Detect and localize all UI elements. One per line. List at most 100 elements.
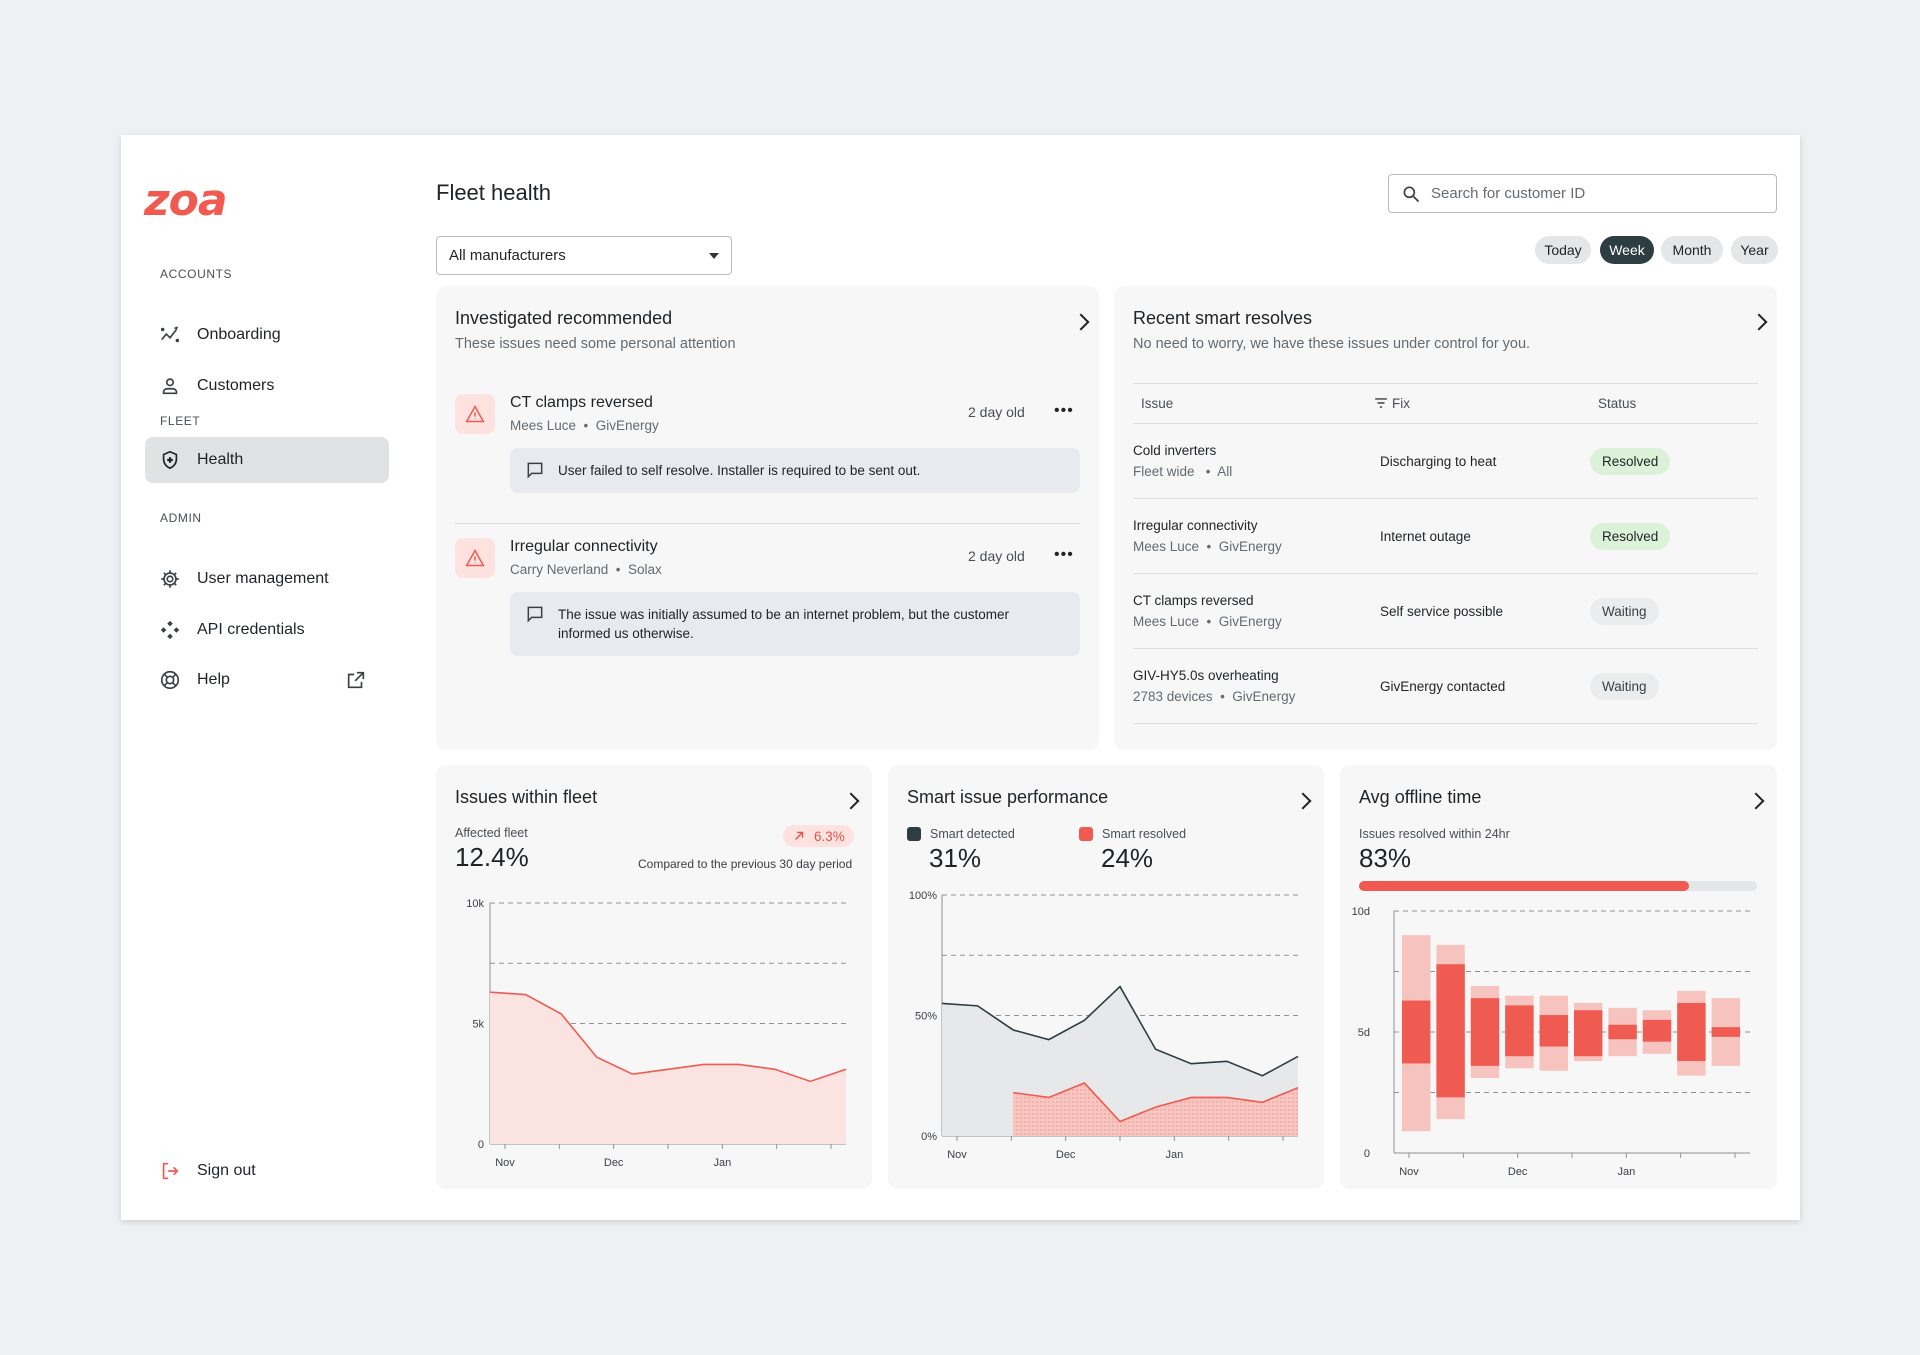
- offline-chart: 10d 5d 0 Nov Dec Jan: [1352, 906, 1750, 1178]
- filter-icon[interactable]: [1374, 397, 1388, 409]
- row-issue: Cold inverters: [1133, 443, 1217, 458]
- table-row[interactable]: CT clamps reversed Mees Luce • GivEnergy …: [1133, 573, 1758, 649]
- series-line-detected: [941, 985, 1299, 1077]
- column-issue[interactable]: Issue: [1133, 383, 1366, 424]
- row-fix: GivEnergy contacted: [1366, 648, 1590, 724]
- issue-note: The issue was initially assumed to be an…: [510, 592, 1080, 656]
- range-today[interactable]: Today: [1535, 236, 1591, 264]
- more-options-icon[interactable]: •••: [1054, 546, 1074, 563]
- area-fill: [490, 992, 846, 1144]
- issues-fleet-chart: 10k 5k 0 Nov Dec Jan: [466, 898, 847, 1169]
- api-icon: [160, 620, 180, 640]
- sidebar-item-customers[interactable]: Customers: [145, 363, 389, 409]
- sign-out-button[interactable]: Sign out: [145, 1148, 389, 1194]
- row-fix: Internet outage: [1366, 498, 1590, 574]
- issue-item[interactable]: CT clamps reversed Mees Luce • GivEnergy…: [455, 394, 1080, 504]
- investigated-card: Investigated recommended These issues ne…: [436, 286, 1099, 750]
- x-tick-label: Dec: [1056, 1149, 1076, 1161]
- table-row[interactable]: Irregular connectivity Mees Luce • GivEne…: [1133, 498, 1758, 574]
- zoa-logo[interactable]: zoa: [144, 175, 228, 226]
- row-meta: Fleet wide • All: [1133, 464, 1233, 479]
- row-meta: Mees Luce • GivEnergy: [1133, 614, 1282, 629]
- range-year[interactable]: Year: [1731, 236, 1778, 264]
- offline-title: Avg offline time: [1359, 787, 1482, 807]
- y-tick-label: 100%: [909, 890, 937, 902]
- smart-resolves-table: Issue Fix Status Cold inverters Fleet wid…: [1133, 383, 1758, 724]
- search-icon: [1403, 186, 1420, 202]
- sparkline-icon: [160, 326, 180, 343]
- y-tick-label: 5k: [472, 1019, 484, 1031]
- column-fix[interactable]: Fix: [1366, 383, 1590, 424]
- range-bar-inner: [1677, 1002, 1706, 1062]
- smart-resolves-card: Recent smart resolves No need to worry, …: [1114, 286, 1777, 750]
- search-box[interactable]: [1388, 174, 1777, 213]
- issue-customer: Mees Luce: [510, 418, 577, 433]
- issue-item[interactable]: Irregular connectivity Carry Neverland •…: [455, 538, 1080, 678]
- sidebar-item-label: Onboarding: [197, 326, 281, 343]
- sidebar-item-api-credentials[interactable]: API credentials: [145, 607, 389, 653]
- shield-icon: [162, 450, 178, 470]
- range-bar-inner: [1436, 964, 1465, 1098]
- x-tick-label: Dec: [1508, 1166, 1528, 1178]
- sidebar-item-help[interactable]: Help: [145, 657, 389, 703]
- affected-fleet-value: 12.4%: [455, 842, 529, 872]
- chevron-down-icon: [709, 252, 719, 259]
- status-badge: Resolved: [1590, 522, 1671, 550]
- issue-note-text: The issue was initially assumed to be an…: [558, 607, 1009, 641]
- sidebar-item-health[interactable]: Health: [145, 437, 389, 483]
- external-link-icon[interactable]: [345, 669, 367, 691]
- x-tick-label: Jan: [713, 1157, 731, 1169]
- person-icon: [162, 378, 178, 395]
- legend-swatch-detected: [907, 827, 921, 841]
- range-bar-inner: [1402, 1000, 1431, 1064]
- section-accounts: ACCOUNTS: [160, 267, 233, 281]
- y-tick-label: 0: [1364, 1148, 1370, 1160]
- warning-icon: [455, 538, 495, 578]
- offline-stat-label: Issues resolved within 24hr: [1359, 827, 1510, 841]
- manufacturer-select-value: All manufacturers: [449, 247, 566, 264]
- issue-name: CT clamps reversed: [510, 394, 653, 411]
- range-bar-inner: [1608, 1024, 1637, 1040]
- legend-detected-label: Smart detected: [930, 827, 1015, 841]
- x-tick-label: Nov: [495, 1157, 515, 1169]
- table-row[interactable]: Cold inverters Fleet wide • All Dischargi…: [1133, 423, 1758, 499]
- row-brand: GivEnergy: [1218, 539, 1282, 554]
- investigated-title: Investigated recommended: [455, 308, 673, 328]
- row-fix: Self service possible: [1366, 573, 1590, 649]
- x-tick-label: Jan: [1617, 1166, 1635, 1178]
- section-fleet: FLEET: [160, 414, 201, 428]
- chevron-right-icon[interactable]: [1750, 313, 1768, 331]
- y-tick-label: 0%: [921, 1131, 937, 1143]
- range-week[interactable]: Week: [1600, 236, 1654, 264]
- column-status[interactable]: Status: [1590, 383, 1758, 424]
- issue-meta: Mees Luce • GivEnergy: [510, 418, 659, 433]
- y-tick-label: 10d: [1352, 906, 1370, 918]
- range-bar-inner: [1539, 1015, 1568, 1047]
- legend-resolved-label: Smart resolved: [1102, 827, 1187, 841]
- more-options-icon[interactable]: •••: [1054, 402, 1074, 419]
- row-issue: Irregular connectivity: [1133, 518, 1258, 533]
- sidebar-item-onboarding[interactable]: Onboarding: [145, 312, 389, 358]
- smart-performance-card: Smart issue performance Smart detected 3…: [888, 765, 1324, 1189]
- series-line-resolved: [1013, 1082, 1299, 1123]
- comment-icon: [527, 606, 543, 623]
- row-who: Mees Luce: [1133, 539, 1200, 554]
- row-who: Fleet wide: [1133, 464, 1195, 479]
- range-month[interactable]: Month: [1661, 236, 1723, 264]
- row-meta: 2783 devices • GivEnergy: [1133, 689, 1296, 704]
- lifebuoy-icon: [160, 670, 180, 690]
- smart-performance-chart: 100% 50% 0% Nov Dec Jan: [909, 890, 1299, 1161]
- manufacturer-select[interactable]: All manufacturers: [436, 236, 732, 275]
- sidebar-item-label: Help: [197, 671, 230, 688]
- search-input[interactable]: [1431, 185, 1751, 202]
- chevron-right-icon[interactable]: [1072, 313, 1090, 331]
- status-badge: Waiting: [1590, 672, 1659, 700]
- offline-stat-value: 83%: [1359, 843, 1412, 873]
- page-title: Fleet health: [436, 180, 551, 205]
- table-row[interactable]: GIV-HY5.0s overheating 2783 devices • Giv…: [1133, 648, 1758, 724]
- row-brand: All: [1217, 464, 1233, 479]
- column-fix-label: Fix: [1392, 396, 1410, 411]
- issues-fleet-title: Issues within fleet: [455, 787, 598, 807]
- x-tick-label: Jan: [1165, 1149, 1183, 1161]
- sidebar-item-user-management[interactable]: User management: [145, 556, 389, 602]
